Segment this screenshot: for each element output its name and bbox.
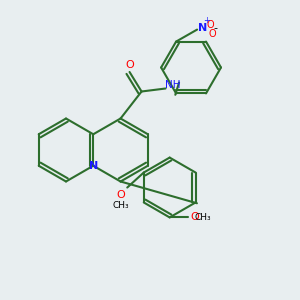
Text: O: O — [125, 59, 134, 70]
Text: O: O — [207, 20, 214, 30]
Text: O: O — [117, 190, 126, 200]
Text: N: N — [89, 161, 98, 171]
Text: NH: NH — [165, 80, 181, 91]
Text: O: O — [208, 29, 216, 39]
Text: CH₃: CH₃ — [113, 201, 130, 210]
Text: O: O — [190, 212, 199, 222]
Text: +: + — [203, 16, 209, 25]
Text: -: - — [213, 23, 217, 33]
Text: CH₃: CH₃ — [194, 213, 211, 222]
Text: N: N — [199, 23, 208, 33]
